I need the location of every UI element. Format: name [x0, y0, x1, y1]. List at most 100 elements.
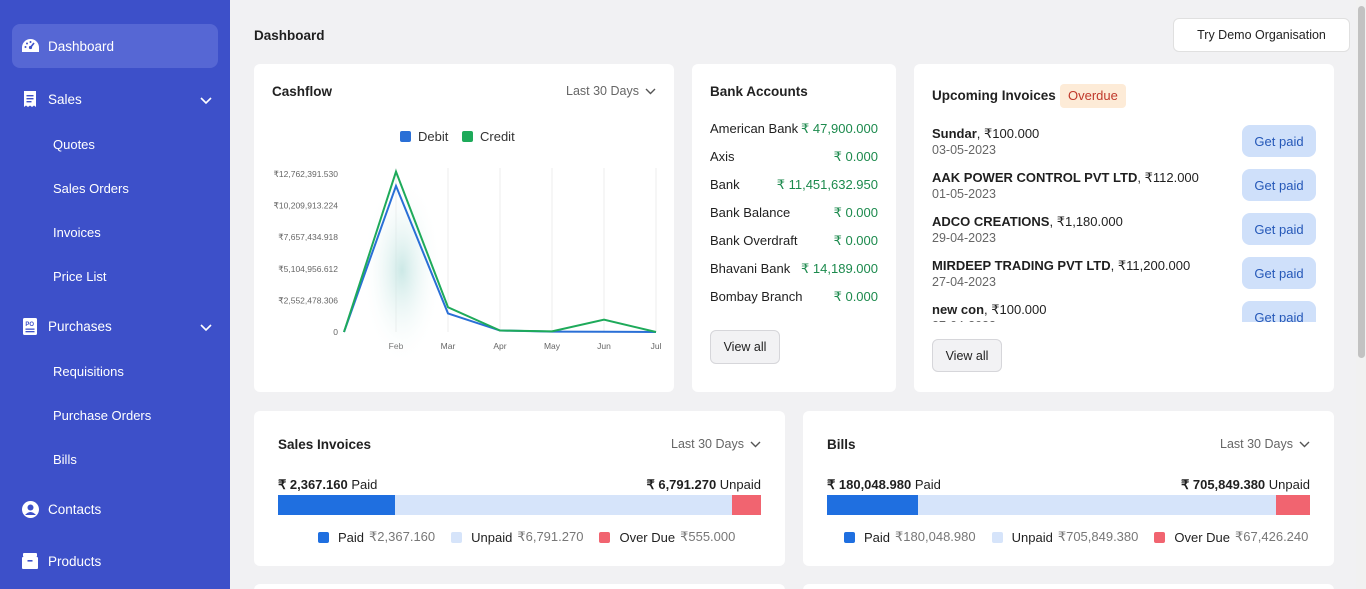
bills-range-select[interactable]: Last 30 Days — [1220, 437, 1310, 451]
unpaid-segment — [918, 495, 1277, 515]
bank-view-all-button[interactable]: View all — [710, 330, 780, 364]
bank-balance: ₹ 47,900.000 — [801, 121, 878, 136]
bank-row: Bank ₹ 11,451,632.950 — [710, 177, 878, 197]
next-card — [254, 584, 785, 589]
page-title: Dashboard — [254, 28, 325, 43]
chevron-down-icon — [200, 92, 212, 110]
sidebar-item-purchase-orders[interactable]: Purchase Orders — [53, 408, 152, 423]
range-label: Last 30 Days — [671, 437, 744, 451]
legend-overdue: Over Due ₹67,426.240 — [1154, 529, 1308, 545]
sales-progress-bar — [278, 495, 761, 515]
legend-amount: ₹67,426.240 — [1235, 529, 1309, 544]
sidebar-item-requisitions[interactable]: Requisitions — [53, 364, 124, 379]
sidebar-item-label: Dashboard — [48, 38, 115, 54]
unpaid-label: Unpaid — [719, 477, 761, 492]
paid-swatch — [318, 531, 329, 543]
get-paid-button[interactable]: Get paid — [1242, 213, 1316, 245]
x-tick-label: Jun — [597, 341, 611, 351]
bank-row: Bhavani Bank ₹ 14,189.000 — [710, 261, 878, 281]
sidebar-item-quotes[interactable]: Quotes — [53, 137, 95, 152]
sidebar-item-price-list[interactable]: Price List — [53, 269, 107, 284]
sidebar: Dashboard Sales Quotes Sales Orders Invo… — [0, 0, 230, 589]
bank-accounts-title: Bank Accounts — [710, 84, 808, 99]
legend-label: Unpaid — [1011, 529, 1053, 545]
sidebar-item-sales[interactable]: Sales — [12, 77, 218, 121]
sidebar-item-label: Sales — [48, 91, 82, 107]
y-tick-label: ₹5,104,956.612 — [278, 264, 338, 274]
bank-row: Bank Balance ₹ 0.000 — [710, 205, 878, 225]
sidebar-item-contacts[interactable]: Contacts — [12, 487, 218, 531]
invoice-customer: Sundar, ₹100.000 — [932, 126, 1039, 142]
list-item: MIRDEEP TRADING PVT LTD, ₹11,200.000 27-… — [932, 256, 1316, 300]
invoice-amount: , ₹100.000 — [976, 126, 1040, 141]
bank-balance: ₹ 0.000 — [833, 289, 878, 304]
overdue-swatch — [1154, 531, 1166, 543]
invoice-amount: , ₹100.000 — [984, 302, 1047, 317]
x-tick-label: Apr — [493, 341, 506, 351]
overdue-segment — [1276, 495, 1310, 515]
customer-name: ADCO CREATIONS — [932, 214, 1050, 229]
unpaid-swatch — [991, 531, 1003, 543]
legend-amount: ₹2,367.160 — [369, 529, 436, 544]
customer-name: MIRDEEP TRADING PVT LTD — [932, 258, 1111, 273]
invoice-date: 03-05-2023 — [932, 143, 996, 157]
cashflow-chart: ₹12,762,391.530 ₹10,209,913.224 ₹7,657,434… — [274, 129, 662, 366]
get-paid-button[interactable]: Get paid — [1242, 125, 1316, 157]
sidebar-item-sales-orders[interactable]: Sales Orders — [53, 181, 129, 196]
bills-card: Bills Last 30 Days ₹ 180,048.980 Paid ₹ … — [803, 411, 1334, 566]
svg-text:PO: PO — [25, 322, 34, 328]
y-tick-label: ₹12,762,391.530 — [274, 169, 339, 179]
scrollbar-thumb[interactable] — [1358, 6, 1365, 358]
sales-range-select[interactable]: Last 30 Days — [671, 437, 761, 451]
x-tick-label: Jul — [651, 341, 662, 351]
paid-segment — [278, 495, 396, 515]
range-label: Last 30 Days — [566, 84, 639, 98]
sidebar-item-label: Purchases — [48, 318, 112, 334]
paid-amount: ₹ 180,048.980 — [827, 477, 912, 492]
x-tick-label: May — [544, 341, 561, 351]
receipt-icon — [20, 89, 40, 109]
try-demo-button[interactable]: Try Demo Organisation — [1173, 18, 1350, 52]
bank-accounts-card: Bank Accounts American Bank ₹ 47,900.000… — [692, 64, 896, 392]
invoices-view-all-button[interactable]: View all — [932, 339, 1002, 372]
paid-label: Paid — [914, 477, 941, 492]
overdue-segment — [732, 495, 761, 515]
legend-label: Debit — [418, 129, 449, 144]
list-item: AAK POWER CONTROL PVT LTD, ₹112.000 01-0… — [932, 168, 1316, 212]
legend-swatch — [462, 131, 473, 142]
paid-segment — [827, 495, 919, 515]
y-tick-label: ₹2,552,478.306 — [278, 295, 338, 305]
legend-label: Over Due — [1174, 529, 1231, 545]
range-label: Last 30 Days — [1220, 437, 1293, 451]
unpaid-segment — [395, 495, 732, 515]
sidebar-item-products[interactable]: Products — [12, 539, 218, 583]
sidebar-item-bills[interactable]: Bills — [53, 452, 77, 467]
sidebar-item-invoices[interactable]: Invoices — [53, 225, 101, 240]
sidebar-item-purchases[interactable]: PO Purchases — [12, 304, 218, 348]
unpaid-swatch — [451, 531, 463, 543]
paid-label: Paid — [351, 477, 378, 492]
cashflow-range-select[interactable]: Last 30 Days — [566, 84, 656, 98]
cashflow-card: Cashflow Last 30 Days ₹12,762,391.530 ₹10… — [254, 64, 674, 392]
invoice-amount: , ₹11,200.000 — [1110, 258, 1191, 273]
bank-name: Bank — [710, 177, 740, 192]
legend-amount: ₹6,791.270 — [517, 529, 584, 544]
x-tick-label: Mar — [441, 341, 456, 351]
paid-swatch — [844, 531, 855, 543]
sidebar-item-label: Contacts — [48, 501, 102, 517]
legend-label: Credit — [480, 129, 515, 144]
cashflow-title: Cashflow — [272, 84, 333, 99]
get-paid-button[interactable]: Get paid — [1242, 169, 1316, 201]
upcoming-invoice-list[interactable]: Sundar, ₹100.000 03-05-2023 Get paid AAK… — [932, 124, 1316, 322]
invoice-date: 27-04-2023 — [932, 275, 996, 289]
bank-row: Bank Overdraft ₹ 0.000 — [710, 233, 878, 253]
invoice-date: 01-05-2023 — [932, 187, 996, 201]
get-paid-button[interactable]: Get paid — [1242, 257, 1316, 289]
legend-paid: Paid ₹2,367.160 — [318, 529, 435, 545]
chevron-down-icon — [750, 441, 761, 447]
overdue-badge[interactable]: Overdue — [1060, 84, 1126, 108]
get-paid-button[interactable]: Get paid — [1242, 301, 1316, 322]
sidebar-item-dashboard[interactable]: Dashboard — [12, 24, 218, 68]
bank-balance: ₹ 0.000 — [833, 233, 878, 248]
bank-name: American Bank — [710, 121, 799, 136]
